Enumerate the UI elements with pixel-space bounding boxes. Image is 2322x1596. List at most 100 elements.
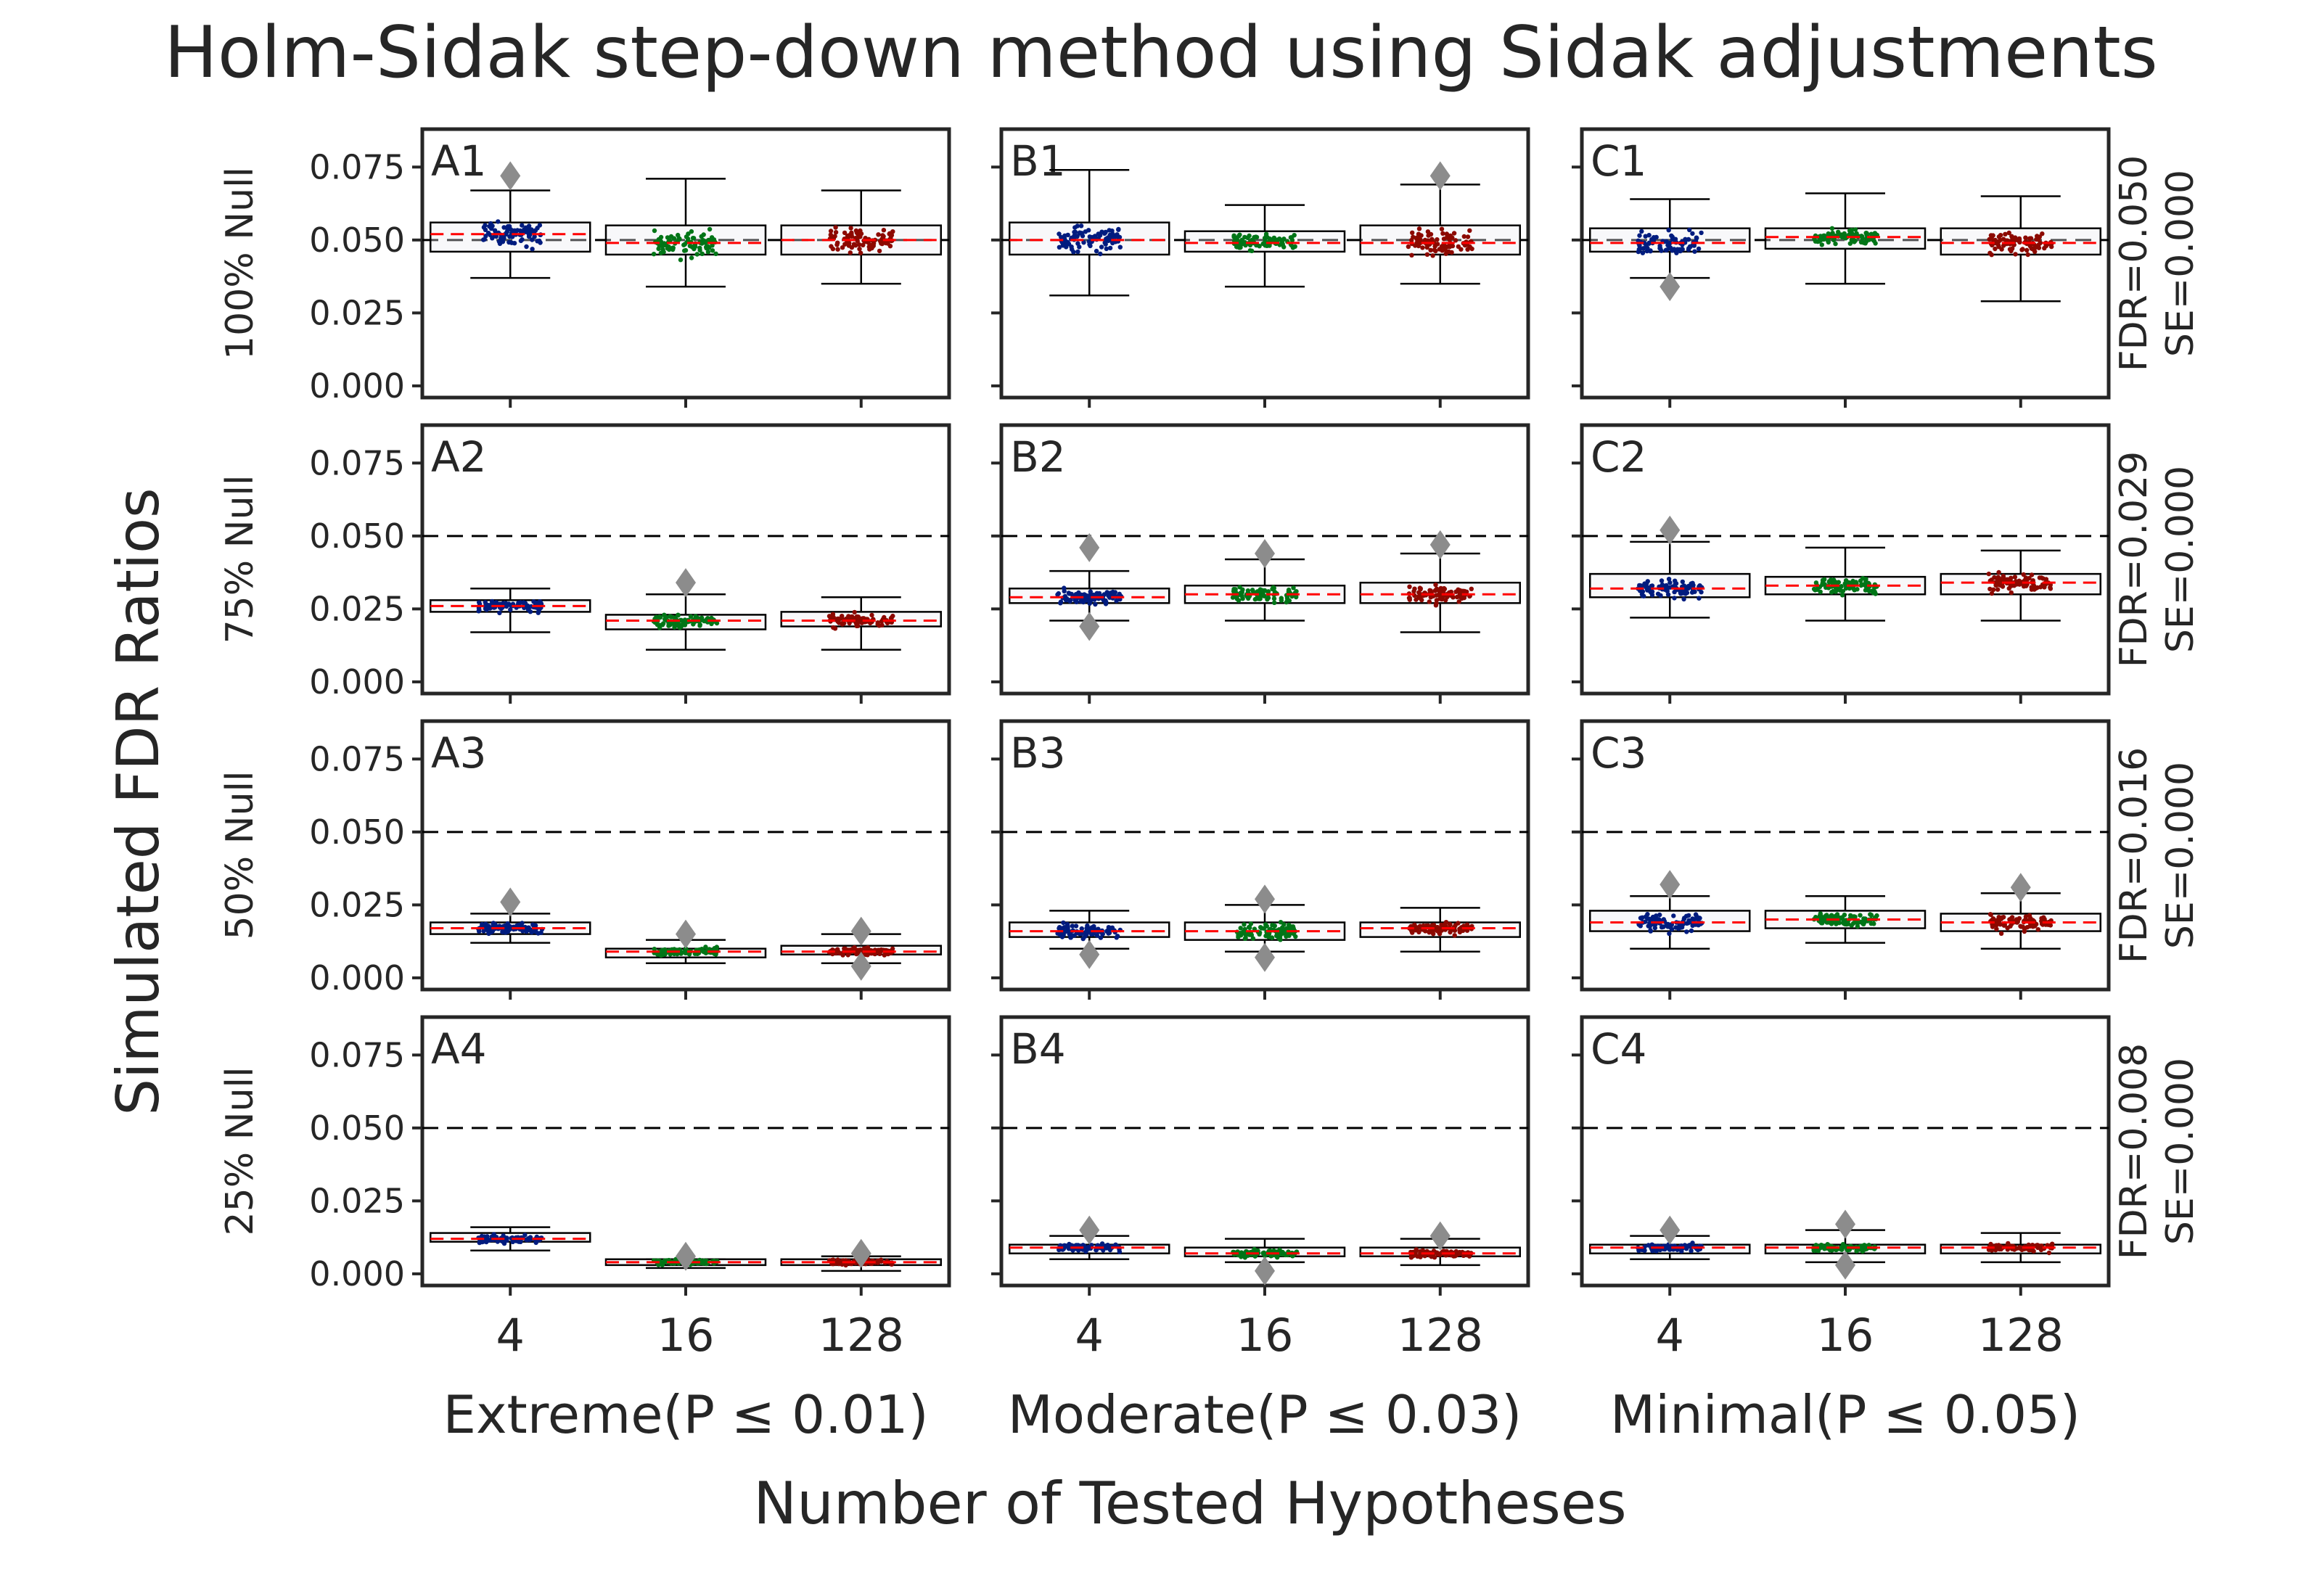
data-point bbox=[855, 614, 861, 620]
data-point bbox=[1826, 914, 1831, 920]
data-point bbox=[890, 613, 895, 619]
data-point bbox=[1689, 1249, 1694, 1254]
data-point bbox=[1465, 247, 1470, 252]
data-point bbox=[485, 926, 491, 931]
data-point bbox=[2042, 245, 2047, 251]
jitter-points bbox=[481, 219, 543, 252]
box-128 bbox=[1940, 873, 2102, 950]
box-128 bbox=[1940, 1232, 2102, 1264]
data-point bbox=[1272, 924, 1278, 929]
data-point bbox=[2045, 1243, 2050, 1248]
data-point bbox=[1067, 598, 1072, 604]
data-point bbox=[1998, 931, 2004, 937]
y-tick-label: 0.050 bbox=[309, 813, 405, 852]
data-point bbox=[1651, 237, 1657, 243]
outlier-marker bbox=[1079, 1215, 1100, 1245]
data-point bbox=[840, 616, 845, 621]
data-point bbox=[489, 598, 495, 604]
outlier-marker bbox=[1079, 939, 1100, 969]
data-point bbox=[1829, 921, 1834, 926]
data-point bbox=[1065, 232, 1070, 238]
row-label: 75% Null bbox=[218, 475, 262, 644]
data-point bbox=[699, 234, 704, 239]
data-point bbox=[1236, 934, 1241, 939]
data-point bbox=[1990, 233, 1995, 238]
data-point bbox=[1440, 248, 1445, 253]
data-point bbox=[1091, 924, 1096, 929]
data-point bbox=[833, 225, 838, 230]
data-point bbox=[880, 233, 885, 238]
data-point bbox=[2009, 590, 2014, 596]
data-point bbox=[2035, 234, 2040, 239]
box-128 bbox=[1359, 1221, 1522, 1267]
data-point bbox=[530, 237, 535, 242]
data-point bbox=[707, 226, 713, 232]
data-point bbox=[700, 241, 705, 246]
data-point bbox=[492, 228, 498, 233]
data-point bbox=[1432, 1255, 1437, 1260]
data-point bbox=[1680, 579, 1685, 585]
data-point bbox=[1078, 931, 1084, 937]
data-point bbox=[858, 231, 864, 236]
data-point bbox=[704, 244, 709, 250]
data-point bbox=[522, 1233, 528, 1238]
data-point bbox=[1411, 234, 1416, 239]
data-point bbox=[1064, 1243, 1070, 1249]
data-point bbox=[1986, 571, 1991, 577]
data-point bbox=[1072, 229, 1077, 235]
data-point bbox=[525, 229, 531, 234]
data-point bbox=[1247, 925, 1252, 931]
data-point bbox=[1467, 228, 1472, 233]
data-point bbox=[1994, 1245, 1999, 1250]
data-point bbox=[1640, 250, 1646, 255]
data-point bbox=[1833, 241, 1838, 247]
data-point bbox=[666, 622, 671, 627]
data-point bbox=[1443, 920, 1449, 925]
data-point bbox=[2001, 243, 2006, 248]
data-point bbox=[2017, 239, 2022, 244]
y-tick-label: 0.000 bbox=[309, 366, 405, 406]
data-point bbox=[520, 223, 525, 228]
data-point bbox=[1237, 931, 1243, 936]
data-point bbox=[1694, 235, 1699, 240]
data-point bbox=[1260, 241, 1265, 247]
data-point bbox=[524, 244, 529, 250]
data-point bbox=[678, 624, 684, 629]
data-point bbox=[534, 600, 539, 605]
row-annotation: SE=0.000 bbox=[2159, 170, 2202, 357]
data-point bbox=[1847, 241, 1853, 246]
data-point bbox=[1089, 1243, 1094, 1248]
data-point bbox=[1839, 593, 1845, 598]
box-4 bbox=[429, 887, 591, 944]
outlier-marker bbox=[1429, 1221, 1451, 1251]
outlier-marker bbox=[1079, 532, 1100, 562]
data-point bbox=[2009, 915, 2015, 920]
data-point bbox=[2003, 231, 2008, 236]
data-point bbox=[831, 1257, 836, 1262]
data-point bbox=[1818, 238, 1823, 243]
data-point bbox=[2035, 585, 2040, 591]
data-point bbox=[1659, 578, 1665, 583]
data-point bbox=[1071, 250, 1076, 255]
column-label: Extreme(P ≤ 0.01) bbox=[443, 1384, 928, 1445]
outlier-marker bbox=[1429, 161, 1451, 191]
data-point bbox=[1103, 230, 1108, 235]
box-128 bbox=[780, 596, 943, 651]
data-point bbox=[1461, 234, 1467, 239]
data-point bbox=[1099, 244, 1104, 250]
data-point bbox=[1072, 225, 1078, 230]
data-point bbox=[2013, 252, 2018, 257]
data-point bbox=[1428, 247, 1433, 252]
data-point bbox=[2040, 231, 2045, 236]
data-point bbox=[676, 613, 681, 618]
data-point bbox=[505, 223, 511, 229]
data-point bbox=[1457, 929, 1463, 935]
data-point bbox=[1853, 914, 1858, 920]
data-point bbox=[1108, 926, 1113, 931]
data-point bbox=[1238, 591, 1244, 596]
data-point bbox=[678, 258, 684, 263]
data-point bbox=[694, 252, 700, 257]
data-point bbox=[503, 1235, 509, 1241]
data-point bbox=[1665, 588, 1670, 593]
